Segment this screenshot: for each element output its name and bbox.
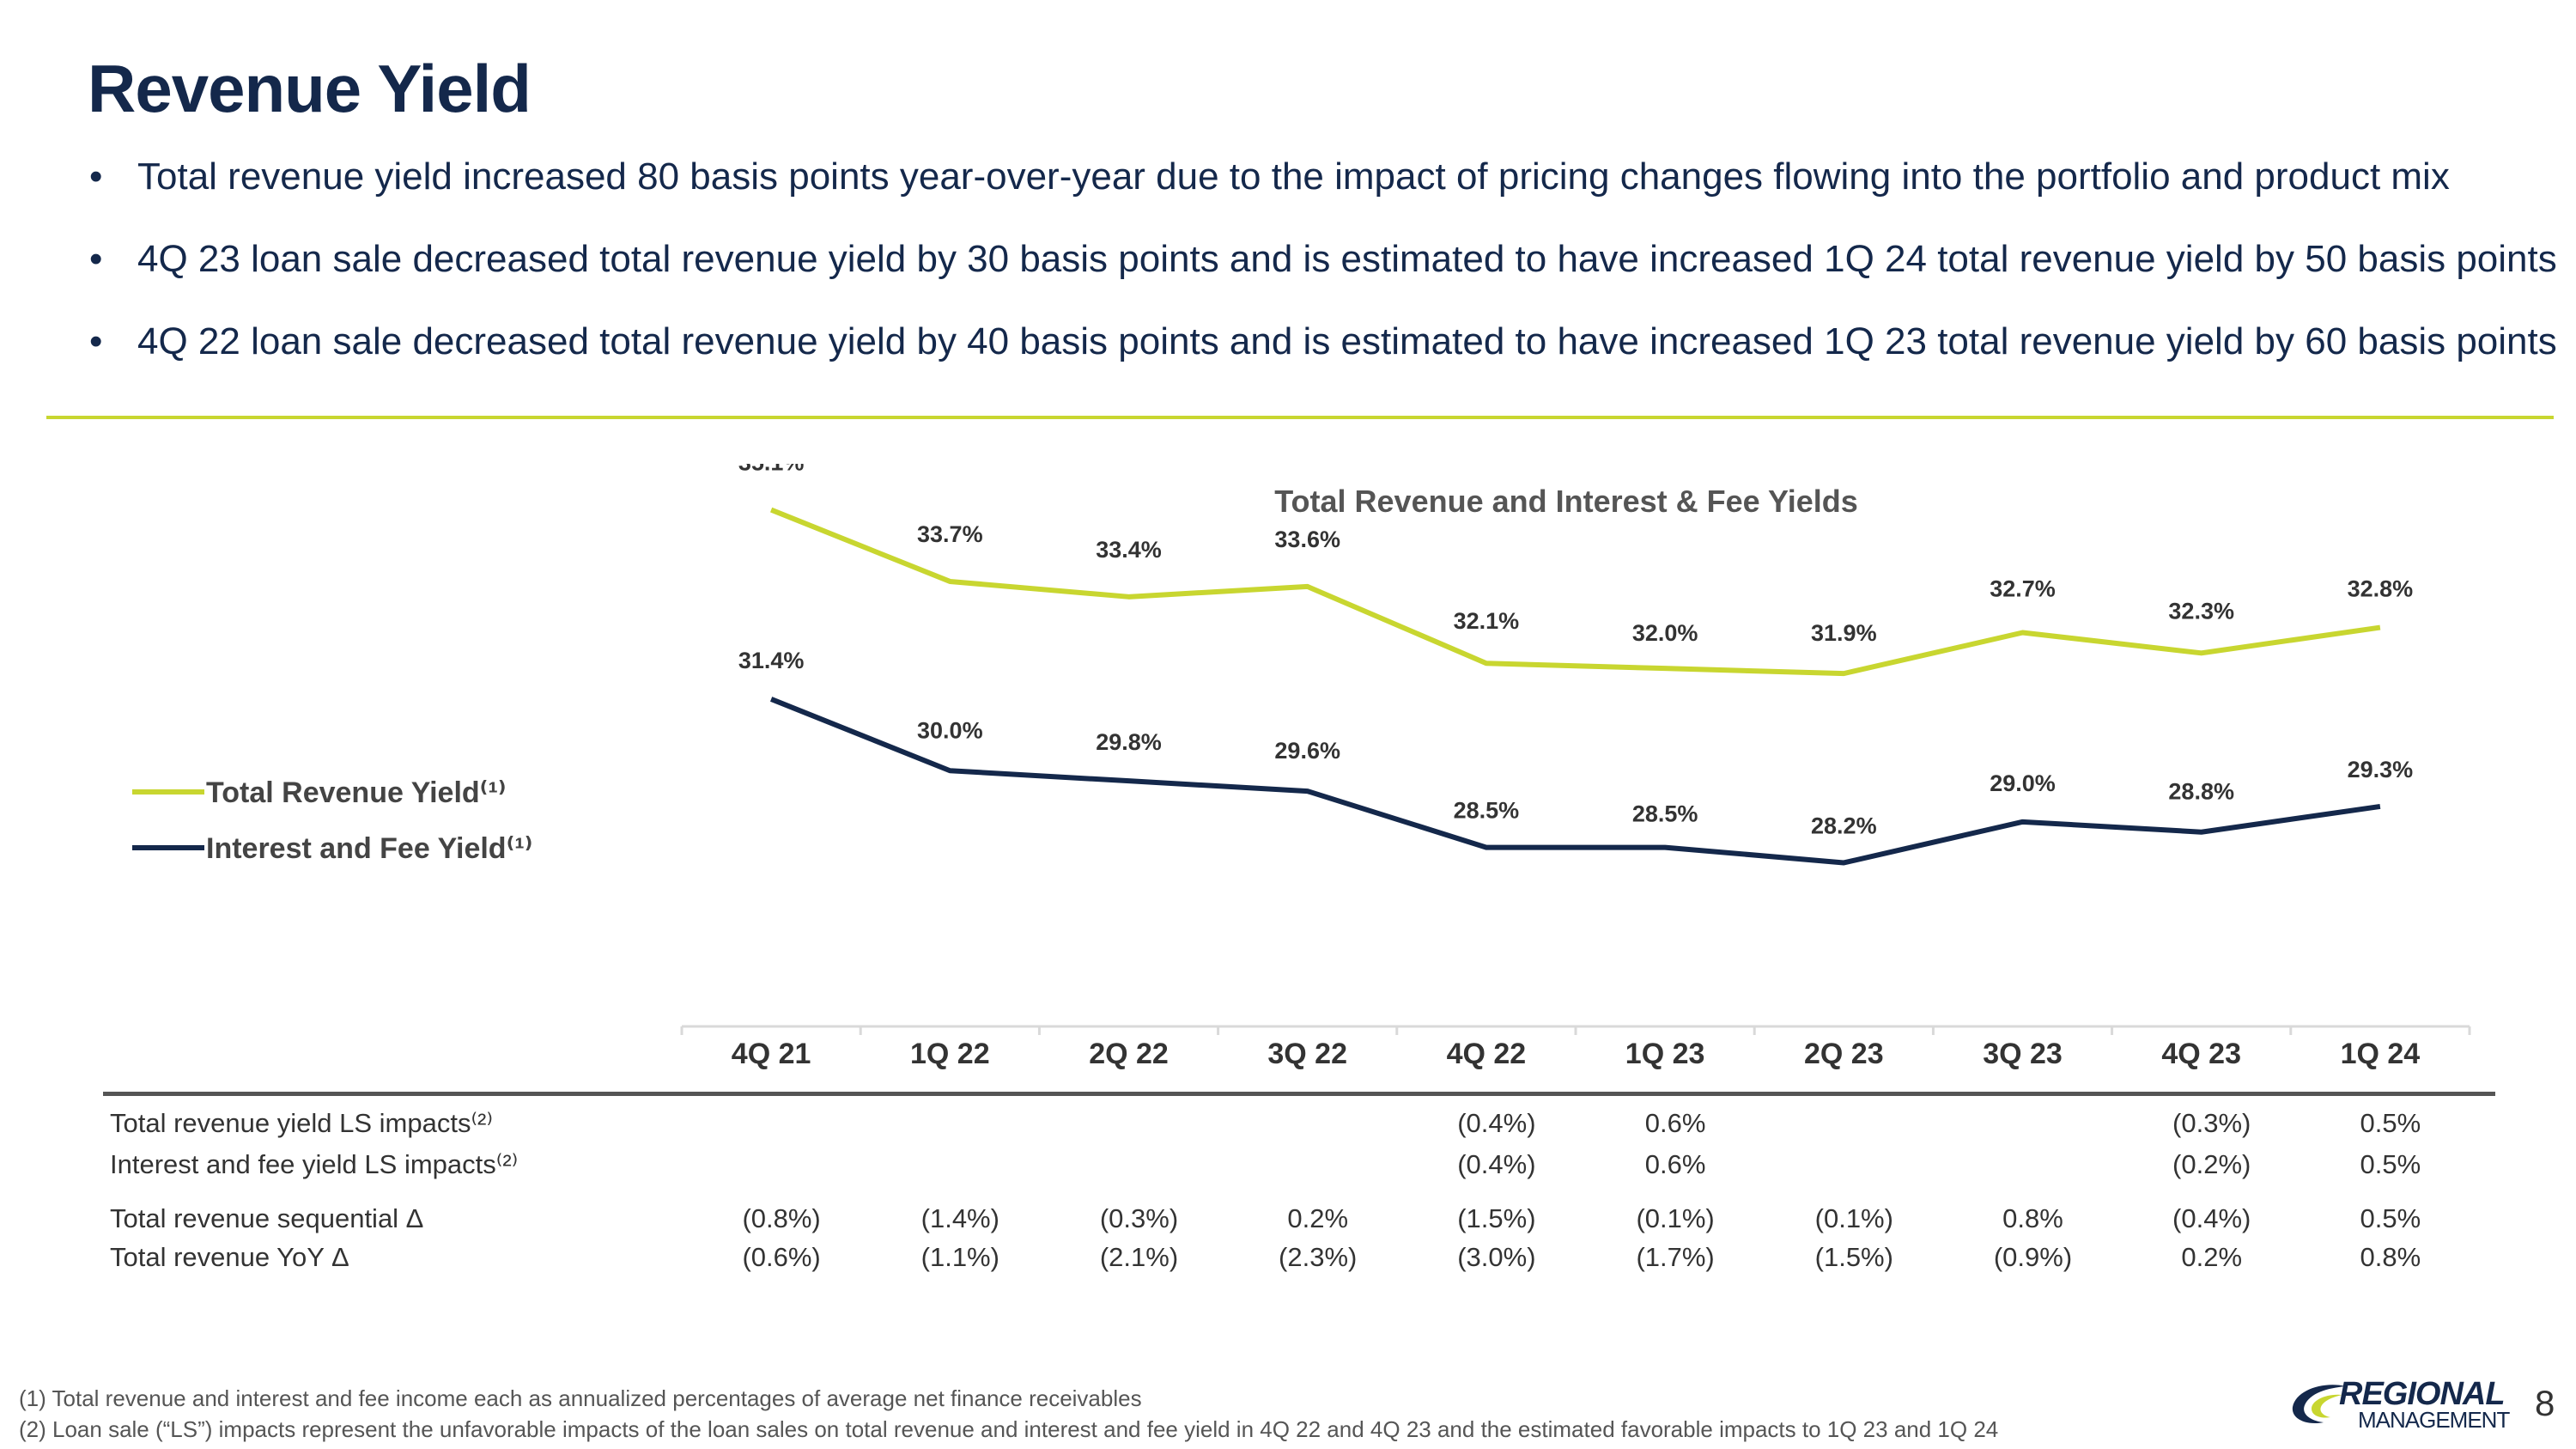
x-tick-label: 1Q 22: [910, 1038, 990, 1070]
table-cell: (0.6%): [742, 1242, 821, 1272]
table-cell: (0.3%): [2172, 1108, 2251, 1138]
data-label: 33.7%: [917, 521, 983, 547]
yield-line-chart: Total Revenue and Interest & Fee Yields …: [132, 464, 2471, 1070]
table-cell: (1.5%): [1457, 1203, 1536, 1233]
table-cell: (0.8%): [742, 1203, 821, 1233]
table-cell: (0.1%): [1636, 1203, 1715, 1233]
bullet-dot: •: [89, 238, 103, 280]
table-cell: 0.2%: [2181, 1242, 2243, 1272]
legend-label-interest-fee: Interest and Fee Yield⁽¹⁾: [206, 832, 532, 865]
table-cell: 0.8%: [2002, 1203, 2063, 1233]
data-label: 35.1%: [738, 464, 805, 476]
x-tick-label: 3Q 23: [1983, 1038, 2063, 1070]
bullet-text: 4Q 22 loan sale decreased total revenue …: [137, 320, 2557, 362]
table-cell: 0.8%: [2360, 1242, 2421, 1272]
table-row-label: Interest and fee yield LS impacts⁽²⁾: [110, 1149, 519, 1179]
page-title: Revenue Yield: [88, 51, 532, 126]
table-cell: (0.4%): [1457, 1149, 1536, 1179]
x-tick-label: 4Q 21: [732, 1038, 811, 1070]
series-line-total-revenue: [769, 507, 2381, 677]
bullet-text: 4Q 23 loan sale decreased total revenue …: [137, 238, 2557, 280]
x-axis-tick-labels: 4Q 21 1Q 22 2Q 22 3Q 22 4Q 22 1Q 23 2Q 23 3Q 23…: [732, 1038, 2421, 1070]
section-divider: [46, 416, 2554, 419]
data-label: 32.1%: [1454, 608, 1520, 634]
data-label: 31.9%: [1811, 620, 1877, 646]
table-cell: 0.6%: [1644, 1108, 1706, 1138]
table-row: Total revenue yield LS impacts⁽²⁾ (0.4%) 0…: [0, 1108, 2576, 1146]
table-row: Total revenue YoY Δ (0.6%) (1.1%) (2.1%) (2.…: [0, 1242, 2576, 1280]
bullet-text: Total revenue yield increased 80 basis p…: [137, 155, 2450, 198]
data-label: 32.8%: [2348, 576, 2414, 602]
table-row-label: Total revenue yield LS impacts⁽²⁾: [110, 1108, 493, 1138]
footnote-1: (1) Total revenue and interest and fee i…: [19, 1385, 1142, 1411]
data-label: 32.3%: [2168, 598, 2234, 624]
page-number: 8: [2535, 1383, 2555, 1423]
table-cell: 0.5%: [2360, 1108, 2421, 1138]
data-label: 33.4%: [1096, 537, 1162, 563]
table-row-label: Total revenue YoY Δ: [110, 1242, 349, 1272]
table-cell: (0.3%): [1099, 1203, 1179, 1233]
bullet-dot: •: [89, 155, 103, 198]
table-row: Total revenue sequential Δ (0.8%) (1.4%) (0…: [0, 1203, 2576, 1241]
table-cell: (0.2%): [2172, 1149, 2251, 1179]
chart-title: Total Revenue and Interest & Fee Yields: [1274, 484, 1858, 519]
logo-text-management: MANAGEMENT: [2358, 1407, 2510, 1433]
logo-text-regional: REGIONAL: [2339, 1376, 2506, 1412]
table-row-label: Total revenue sequential Δ: [110, 1203, 424, 1233]
data-label: 32.7%: [1990, 576, 2056, 602]
data-label: 28.2%: [1811, 813, 1877, 838]
table-cell: (1.5%): [1814, 1242, 1893, 1272]
table-cell: (3.0%): [1457, 1242, 1536, 1272]
data-label: 29.8%: [1096, 729, 1162, 755]
table-cell: 0.6%: [1644, 1149, 1706, 1179]
table-cell: (1.4%): [920, 1203, 999, 1233]
data-label: 28.8%: [2168, 779, 2234, 805]
data-label: 28.5%: [1454, 798, 1520, 824]
data-label: 30.0%: [917, 717, 983, 743]
table-cell: (2.1%): [1099, 1242, 1179, 1272]
x-tick-label: 1Q 24: [2341, 1038, 2421, 1070]
bullet-list: • Total revenue yield increased 80 basis…: [86, 153, 2559, 400]
series-line-interest-fee: [769, 697, 2381, 866]
table-row: Interest and fee yield LS impacts⁽²⁾ (0.4…: [0, 1149, 2576, 1187]
bullet-item: • Total revenue yield increased 80 basis…: [86, 153, 2559, 235]
company-logo: REGIONAL MANAGEMENT: [2289, 1378, 2521, 1431]
x-tick-label: 2Q 22: [1089, 1038, 1169, 1070]
table-cell: (0.1%): [1814, 1203, 1893, 1233]
data-label: 29.3%: [2348, 757, 2414, 782]
table-cell: (1.7%): [1636, 1242, 1715, 1272]
footnotes: (1) Total revenue and interest and fee i…: [19, 1383, 1998, 1445]
table-cell: 0.5%: [2360, 1203, 2421, 1233]
bullet-item: • 4Q 22 loan sale decreased total revenu…: [86, 318, 2559, 400]
data-labels: 35.1% 33.7% 33.4% 33.6% 32.1% 32.0% 31.9% 32.7%…: [738, 464, 2413, 838]
series-lines: [769, 507, 2381, 866]
table-cell: (2.3%): [1279, 1242, 1358, 1272]
x-tick-label: 1Q 23: [1625, 1038, 1705, 1070]
regional-swoosh-icon: [2292, 1385, 2346, 1424]
x-tick-label: 4Q 23: [2161, 1038, 2241, 1070]
table-cell: (0.4%): [1457, 1108, 1536, 1138]
table-cell: 0.2%: [1287, 1203, 1349, 1233]
data-label: 32.0%: [1632, 620, 1698, 646]
bullet-dot: •: [89, 320, 103, 362]
table-cell: (0.4%): [2172, 1203, 2251, 1233]
x-axis-ticks: [680, 1026, 2471, 1035]
table-top-rule: [103, 1092, 2495, 1096]
data-label: 28.5%: [1632, 801, 1698, 827]
footnote-2: (2) Loan sale (“LS”) impacts represent t…: [19, 1416, 1999, 1442]
bullet-item: • 4Q 23 loan sale decreased total revenu…: [86, 235, 2559, 318]
table-cell: (1.1%): [920, 1242, 999, 1272]
legend-label-total-revenue: Total Revenue Yield⁽¹⁾: [206, 776, 507, 809]
x-tick-label: 3Q 22: [1267, 1038, 1347, 1070]
table-cell: (0.9%): [1993, 1242, 2073, 1272]
data-label: 33.6%: [1274, 527, 1340, 552]
data-label: 31.4%: [738, 648, 805, 673]
x-tick-label: 4Q 22: [1447, 1038, 1527, 1070]
data-label: 29.6%: [1274, 738, 1340, 764]
x-tick-label: 2Q 23: [1804, 1038, 1884, 1070]
table-cell: 0.5%: [2360, 1149, 2421, 1179]
data-label: 29.0%: [1990, 770, 2056, 796]
